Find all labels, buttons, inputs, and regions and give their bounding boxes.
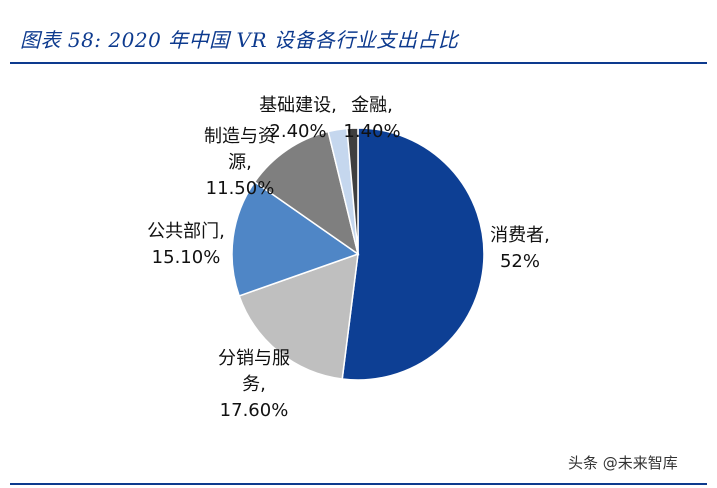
slice-label-line: 1.40% (343, 121, 400, 142)
pie-slice-4 (253, 130, 360, 256)
slice-label-3: 公共部门, 15.10% (147, 221, 225, 268)
slice-label-line: 15.10% (152, 247, 221, 268)
slice-label-line: 金融, (351, 95, 393, 116)
pie-slice-6 (346, 127, 359, 255)
slice-label-line: 52% (500, 251, 540, 272)
slice-label-line: 17.60% (220, 400, 289, 421)
slice-label-4: 制造与资源, 11.50% (204, 126, 276, 199)
slice-label-line: 2.40% (269, 121, 326, 142)
pie-slice-3 (231, 180, 360, 297)
slice-label-line: 制造与资 (204, 126, 276, 147)
slice-label-line: 源, (228, 152, 252, 173)
chart-title: 图表 58: 2020 年中国 VR 设备各行业支出占比 (20, 28, 459, 52)
slice-label-line: 11.50% (206, 178, 275, 199)
slice-label-1: 消费者, 52% (490, 225, 550, 272)
slice-label-6: 金融, 1.40% (343, 95, 400, 142)
title-divider (10, 62, 707, 64)
slice-label-line: 分销与服 (218, 348, 290, 369)
slice-label-2: 分销与服务, 17.60% (218, 348, 290, 421)
slice-label-line: 公共部门, (147, 221, 225, 242)
pie-slices (231, 127, 485, 381)
footer-divider (10, 483, 707, 485)
pie-labels: 消费者, 52% 分销与服务, 17.60% 公共部门, 15.10% 制造与资源, 11.5… (147, 95, 550, 421)
source-watermark: 头条 @未来智库 (568, 454, 678, 472)
pie-slice-2 (238, 252, 359, 380)
slice-label-line: 基础建设, (259, 95, 337, 116)
slice-label-5: 基础建设, 2.40% (259, 95, 337, 142)
pie-slice-1 (341, 127, 485, 381)
slice-label-line: 务, (242, 374, 266, 395)
slice-label-line: 消费者, (490, 225, 550, 246)
